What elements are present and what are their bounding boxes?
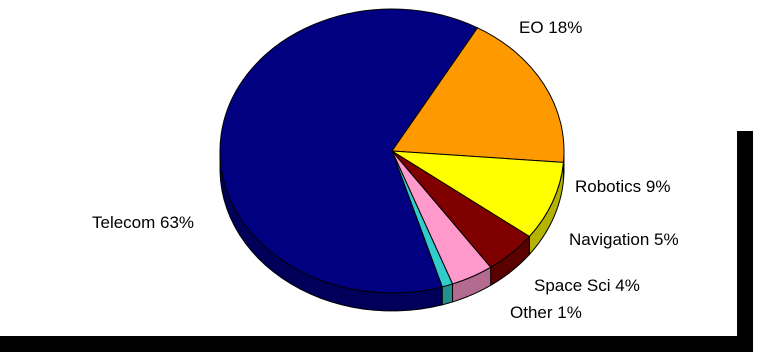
slice-label-other: Other 1%	[510, 303, 582, 322]
slice-telecom	[219, 8, 479, 294]
pie-depth	[219, 149, 565, 312]
slice-label-space-sci: Space Sci 4%	[534, 276, 640, 295]
slice-other	[391, 150, 454, 288]
slice-label-robotics: Robotics 9%	[575, 177, 670, 196]
pie-slices	[219, 8, 565, 294]
pie-labels: Telecom 63% EO 18% Robotics 9% Navigatio…	[92, 18, 679, 322]
slice-side-other	[441, 283, 454, 306]
slice-label-telecom: Telecom 63%	[92, 213, 194, 232]
slice-label-eo: EO 18%	[519, 18, 582, 37]
frame-bar-horizontal	[0, 336, 753, 352]
slice-eo	[391, 27, 565, 163]
frame-bar-vertical	[737, 131, 753, 352]
slice-robotics	[391, 150, 564, 238]
slice-label-navigation: Navigation 5%	[569, 230, 679, 249]
